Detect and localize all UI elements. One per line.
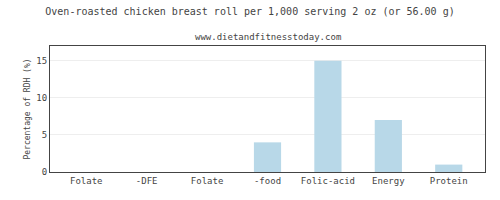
svg-text:15: 15 [36, 56, 47, 66]
svg-text:5: 5 [42, 130, 47, 140]
svg-text:-food: -food [254, 176, 281, 186]
svg-text:Oven-roasted chicken breast ro: Oven-roasted chicken breast roll per 1,0… [45, 6, 454, 17]
svg-text:0: 0 [42, 167, 47, 177]
svg-text:Percentage of RDH (%): Percentage of RDH (%) [23, 58, 32, 159]
svg-text:Folic-acid: Folic-acid [301, 176, 355, 186]
svg-text:Folate: Folate [191, 176, 224, 186]
svg-text:Protein: Protein [430, 176, 468, 186]
svg-text:10: 10 [36, 93, 47, 103]
svg-text:-DFE: -DFE [136, 176, 158, 186]
svg-text:Folate: Folate [70, 176, 103, 186]
svg-text:www.dietandfitnesstoday.com: www.dietandfitnesstoday.com [195, 32, 341, 42]
svg-text:Energy: Energy [372, 176, 405, 186]
